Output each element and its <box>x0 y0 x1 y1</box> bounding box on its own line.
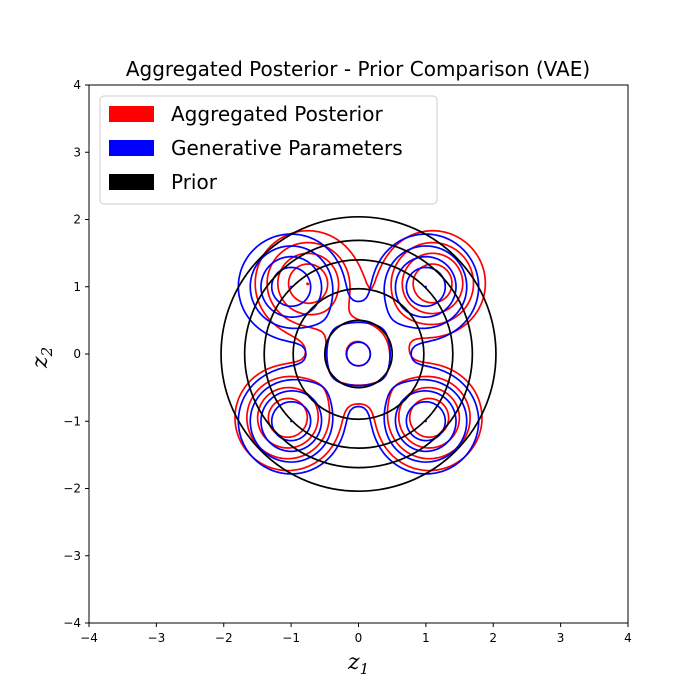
prior-contour <box>323 319 394 389</box>
x-tick-label: −2 <box>215 631 233 645</box>
prior-contour <box>292 287 425 421</box>
legend-swatch-generative <box>109 140 154 156</box>
x-axis-label: z1 <box>347 650 369 678</box>
y-tick-label: −1 <box>63 414 81 428</box>
y-tick-label: 1 <box>73 280 81 294</box>
prior-contour <box>243 239 474 469</box>
x-tick-label: −4 <box>80 631 98 645</box>
legend: Aggregated Posterior Generative Paramete… <box>99 95 438 205</box>
prior-contour <box>220 215 497 493</box>
x-axis: −4 −3 −2 −1 0 1 2 3 4 <box>80 623 632 645</box>
generative-contour <box>249 245 468 463</box>
x-tick-label: 4 <box>624 631 632 645</box>
y-tick-label: 2 <box>73 213 81 227</box>
legend-swatch-prior <box>109 174 154 190</box>
y-tick-label: −2 <box>63 482 81 496</box>
legend-label-posterior: Aggregated Posterior <box>171 102 383 126</box>
y-tick-label: −4 <box>63 616 81 630</box>
x-tick-label: 1 <box>422 631 430 645</box>
x-tick-label: −3 <box>148 631 166 645</box>
x-tick-label: −1 <box>282 631 300 645</box>
y-tick-label: −3 <box>63 549 81 563</box>
y-axis: −4 −3 −2 −1 0 1 2 3 4 <box>63 78 89 630</box>
legend-label-prior: Prior <box>171 170 218 194</box>
x-tick-label: 0 <box>355 631 363 645</box>
posterior-contour <box>256 252 464 449</box>
legend-swatch-posterior <box>109 106 154 122</box>
y-tick-label: 4 <box>73 78 81 92</box>
y-tick-label: 3 <box>73 145 81 159</box>
plot-area <box>88 84 629 624</box>
generative-contour <box>237 233 480 475</box>
generative-contour <box>270 266 447 442</box>
posterior-contour <box>306 282 310 286</box>
chart-title: Aggregated Posterior - Prior Comparison … <box>126 57 590 81</box>
generative-contour <box>260 255 457 453</box>
x-tick-label: 3 <box>557 631 565 645</box>
y-axis-label: z2 <box>28 347 56 369</box>
legend-label-generative: Generative Parameters <box>171 136 403 160</box>
x-tick-label: 2 <box>489 631 497 645</box>
contour-layer <box>220 215 497 493</box>
prior-contour <box>263 259 454 450</box>
series-prior <box>220 215 497 493</box>
legend-box <box>99 95 438 205</box>
y-tick-label: 0 <box>73 347 81 361</box>
